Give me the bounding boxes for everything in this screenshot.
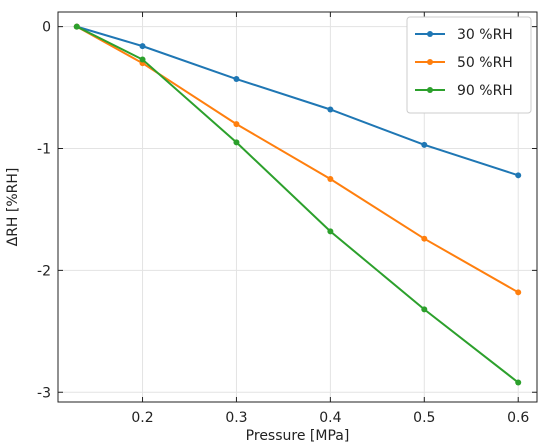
data-point [515, 289, 522, 296]
x-axis-title: Pressure [MPa] [246, 428, 350, 444]
x-tick-label: 0.6 [507, 410, 529, 426]
y-tick-label: -3 [37, 385, 51, 401]
y-tick-label: -2 [37, 263, 51, 279]
legend-label: 50 %RH [457, 55, 513, 71]
series-line [76, 25, 519, 384]
data-point [233, 76, 240, 83]
legend-label: 30 %RH [457, 27, 513, 43]
data-point [327, 175, 334, 182]
data-point [515, 379, 522, 386]
plot-area-frame [57, 11, 538, 403]
x-tick-label: 0.3 [225, 410, 247, 426]
legend-label: 90 %RH [457, 83, 513, 99]
y-axis-title: ΔRH [%RH] [5, 168, 21, 247]
data-series [73, 23, 522, 386]
x-tick-label: 0.2 [131, 410, 153, 426]
series-line [76, 25, 519, 294]
legend-item: 90 %RH [415, 83, 513, 99]
data-point [327, 228, 334, 235]
data-point [421, 235, 428, 242]
legend-swatch-marker [427, 31, 433, 37]
legend: 30 %RH 50 %RH 90 %RH [406, 16, 532, 114]
data-point [139, 56, 146, 63]
axis-ticks: 0.2 0.3 0.4 0.5 0.6 0 -1 -2 -3 [37, 12, 537, 426]
x-tick-label: 0.4 [319, 410, 341, 426]
data-point [139, 43, 146, 50]
legend-item: 50 %RH [415, 55, 513, 71]
x-tick-label: 0.5 [413, 410, 435, 426]
series-line [76, 25, 519, 177]
series-3 [73, 23, 522, 386]
series-1 [73, 23, 522, 179]
legend-item: 30 %RH [415, 27, 513, 43]
data-point [233, 139, 240, 146]
legend-swatch-marker [427, 87, 433, 93]
data-point [73, 23, 80, 30]
y-tick-label: -1 [37, 142, 51, 158]
data-point [233, 121, 240, 128]
legend-swatch-marker [427, 59, 433, 65]
data-point [421, 141, 428, 148]
data-point [327, 106, 334, 113]
y-tick-label: 0 [42, 20, 51, 36]
data-point [421, 306, 428, 313]
data-point [515, 172, 522, 179]
